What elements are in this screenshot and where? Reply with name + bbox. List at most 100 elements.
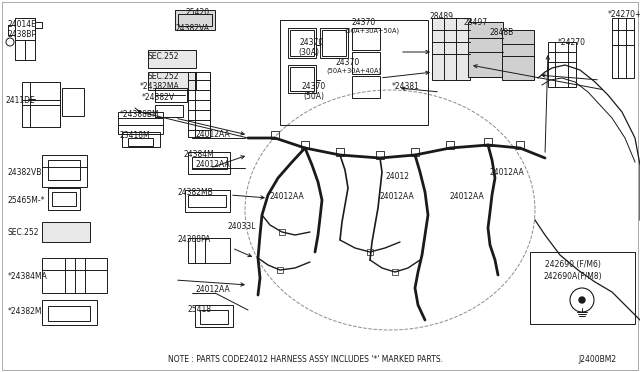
Bar bbox=[502, 30, 534, 80]
Bar bbox=[48, 160, 80, 180]
Text: *24382MA: *24382MA bbox=[140, 82, 180, 91]
Circle shape bbox=[579, 297, 585, 303]
Bar bbox=[530, 252, 635, 324]
Text: 24012AA: 24012AA bbox=[380, 192, 415, 201]
Text: J2400BM2: J2400BM2 bbox=[578, 355, 616, 364]
Text: SEC.252: SEC.252 bbox=[148, 72, 179, 81]
Bar bbox=[185, 190, 230, 212]
Text: 25465M-*: 25465M-* bbox=[8, 196, 45, 205]
Bar bbox=[22, 82, 60, 127]
Bar bbox=[48, 306, 90, 321]
Bar bbox=[188, 72, 210, 137]
Text: *24384MA: *24384MA bbox=[8, 272, 48, 281]
Bar bbox=[484, 138, 492, 146]
Text: 2411DE: 2411DE bbox=[5, 96, 35, 105]
Bar bbox=[148, 50, 196, 68]
Bar bbox=[290, 67, 314, 91]
Bar bbox=[352, 52, 380, 74]
Bar bbox=[128, 138, 153, 146]
Bar bbox=[195, 305, 233, 327]
Bar bbox=[301, 141, 309, 149]
Bar bbox=[392, 269, 398, 275]
Text: SEC.252: SEC.252 bbox=[148, 52, 179, 61]
Bar bbox=[192, 157, 227, 169]
Text: *24382M: *24382M bbox=[8, 307, 42, 316]
Text: 24012AA: 24012AA bbox=[195, 285, 230, 294]
Bar bbox=[432, 18, 470, 80]
Bar bbox=[178, 14, 212, 26]
Bar bbox=[62, 88, 84, 116]
Text: *24381: *24381 bbox=[392, 82, 420, 91]
Text: 24012AA: 24012AA bbox=[195, 160, 230, 169]
Text: 25418: 25418 bbox=[188, 305, 212, 314]
Bar bbox=[188, 195, 226, 207]
Bar bbox=[42, 222, 90, 242]
Text: SEC.252: SEC.252 bbox=[8, 228, 40, 237]
Text: 24382VB: 24382VB bbox=[8, 168, 42, 177]
Bar bbox=[352, 28, 380, 50]
Bar bbox=[288, 65, 316, 93]
Text: *24388BM: *24388BM bbox=[120, 110, 159, 119]
Bar bbox=[446, 141, 454, 149]
Text: 24370: 24370 bbox=[300, 38, 324, 47]
Text: 24384M: 24384M bbox=[183, 150, 214, 159]
Text: (30A): (30A) bbox=[298, 48, 319, 57]
Text: 24370: 24370 bbox=[302, 82, 326, 91]
Text: 25420: 25420 bbox=[185, 8, 209, 17]
Text: 24012AA: 24012AA bbox=[450, 192, 484, 201]
Text: 24388PA: 24388PA bbox=[178, 235, 211, 244]
Bar bbox=[42, 300, 97, 325]
Bar bbox=[468, 22, 503, 77]
Text: 24012AA: 24012AA bbox=[270, 192, 305, 201]
Text: 28489: 28489 bbox=[430, 12, 454, 21]
Bar bbox=[175, 10, 215, 30]
Bar bbox=[271, 131, 279, 139]
Bar bbox=[155, 105, 183, 117]
Bar bbox=[322, 30, 346, 56]
Text: 242690A(F/M8): 242690A(F/M8) bbox=[543, 272, 602, 281]
Text: 2438BP: 2438BP bbox=[8, 30, 37, 39]
Text: 242690 (F/M6): 242690 (F/M6) bbox=[545, 260, 601, 269]
Bar bbox=[277, 267, 283, 273]
Bar bbox=[336, 148, 344, 156]
Bar bbox=[376, 151, 384, 159]
Text: *24270: *24270 bbox=[558, 38, 586, 47]
Bar bbox=[288, 28, 316, 58]
Text: 2848B: 2848B bbox=[490, 28, 515, 37]
Text: 24033L: 24033L bbox=[228, 222, 257, 231]
Bar bbox=[42, 155, 87, 187]
Text: 24014E: 24014E bbox=[8, 20, 37, 29]
Bar bbox=[411, 148, 419, 156]
Bar bbox=[279, 229, 285, 235]
Bar bbox=[200, 310, 228, 324]
Text: (50A): (50A) bbox=[303, 92, 324, 101]
Text: 28497: 28497 bbox=[463, 18, 487, 27]
Text: 24012: 24012 bbox=[385, 172, 409, 181]
Bar bbox=[320, 28, 348, 58]
Bar bbox=[155, 88, 187, 102]
Bar bbox=[516, 141, 524, 149]
Bar bbox=[548, 42, 576, 87]
Text: 24370: 24370 bbox=[352, 18, 376, 27]
Text: 24012AA: 24012AA bbox=[490, 168, 525, 177]
Bar bbox=[48, 188, 80, 210]
Bar bbox=[148, 72, 196, 90]
Text: 24370: 24370 bbox=[336, 58, 360, 67]
Bar bbox=[52, 192, 76, 206]
Bar bbox=[188, 238, 230, 263]
Bar bbox=[612, 18, 634, 78]
Bar bbox=[290, 30, 314, 56]
Text: *24270+A: *24270+A bbox=[608, 10, 640, 19]
Text: NOTE : PARTS CODE24012 HARNESS ASSY INCLUDES '*' MARKED PARTS.: NOTE : PARTS CODE24012 HARNESS ASSY INCL… bbox=[168, 355, 443, 364]
Text: *24382V: *24382V bbox=[142, 93, 175, 102]
Text: 23418M: 23418M bbox=[120, 131, 150, 140]
Text: 24382MB: 24382MB bbox=[178, 188, 214, 197]
Bar bbox=[352, 76, 380, 98]
Bar bbox=[122, 132, 160, 147]
Text: 24012AA: 24012AA bbox=[195, 130, 230, 139]
Bar bbox=[280, 20, 428, 125]
Text: (50A+30A+50A): (50A+30A+50A) bbox=[344, 27, 399, 33]
Text: (50A+30A+40A): (50A+30A+40A) bbox=[326, 68, 381, 74]
Bar bbox=[188, 152, 230, 174]
Text: 24382VA: 24382VA bbox=[175, 24, 209, 33]
